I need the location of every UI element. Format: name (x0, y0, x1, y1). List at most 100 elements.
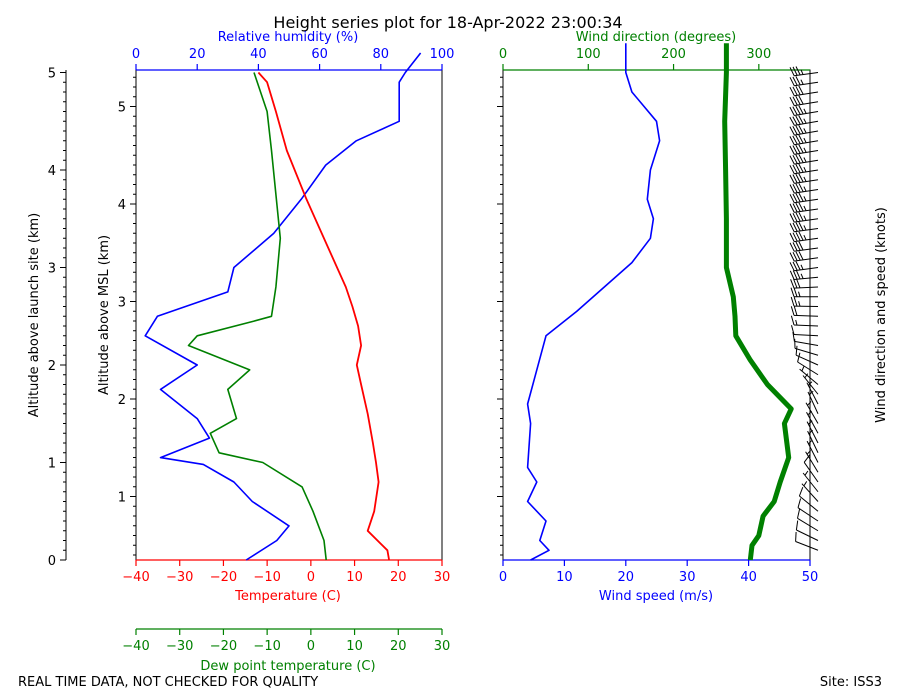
wind-barb-feather (798, 144, 804, 154)
wind-barb-shaft (794, 198, 819, 204)
wind-barb-feather (795, 222, 801, 232)
wind-barb-feather (798, 105, 804, 115)
dewpoint-axis-label: Dew point temperature (C) (200, 659, 375, 674)
wind-barb-feather (795, 95, 801, 105)
wind-barb-feather (789, 252, 795, 262)
temp-tick-label: 20 (390, 570, 407, 585)
wind-barb-shaft (794, 130, 819, 136)
wind-barb-shaft (794, 81, 819, 87)
wind-direction-line (722, 43, 794, 561)
wind-barb-feather (795, 251, 801, 261)
wind-barb-half-feather (804, 373, 809, 379)
wind-barb-feather (789, 184, 795, 194)
rh-tick-label: 80 (373, 47, 390, 62)
wind-barb-feather (789, 136, 795, 146)
wspd-axis-label: Wind speed (m/s) (599, 589, 713, 604)
wind-barb-half-feather (803, 176, 807, 182)
wind-barb-feather (789, 194, 795, 204)
wind-barb-feather (789, 213, 795, 223)
wind-barb-feather (792, 116, 798, 126)
wind-barb-feather (798, 95, 804, 105)
wind-barb-shaft (795, 354, 819, 366)
agl-tick-label: 4 (48, 164, 56, 179)
wind-barb-half-feather (795, 319, 798, 326)
wind-barb-half-feather (803, 108, 807, 114)
wind-barb-shaft (794, 267, 819, 272)
wind-barb-feather (795, 76, 801, 86)
wind-barb-feather (791, 325, 795, 335)
dewpoint-tick-label: 10 (346, 639, 363, 654)
wind-barb-feather (798, 487, 804, 497)
temperature-line (257, 71, 390, 561)
wind-barb-shaft (794, 218, 819, 223)
rh-tick-label: 100 (430, 47, 455, 62)
wind-barb-feather (795, 193, 801, 203)
wind-barb-feather (798, 183, 804, 192)
wspd-tick-label: 40 (740, 570, 757, 585)
wind-barb-half-feather (800, 264, 804, 270)
temp-tick-label: 30 (434, 570, 451, 585)
wind-barb-feather (795, 173, 801, 183)
wind-barbs (789, 66, 819, 551)
dewpoint-line (187, 72, 327, 561)
wind-barb-feather (792, 125, 798, 135)
wind-barb-feather (792, 145, 798, 155)
wind-barb-feather (792, 222, 798, 232)
wind-barb-half-feather (807, 381, 813, 386)
wind-barb-shaft (799, 368, 819, 385)
wind-barb-shaft (806, 411, 819, 434)
rh-line (144, 52, 422, 561)
wind-barb-feather (789, 223, 795, 233)
wind-barb-shaft (793, 324, 819, 327)
wind-barb-feather (790, 279, 795, 289)
wind-barb-feather (798, 153, 804, 163)
wind-barb-feather (793, 278, 798, 289)
wind-barb-feather (789, 270, 795, 280)
rh-axis-label: Relative humidity (%) (218, 30, 359, 45)
right-panel-frame (502, 69, 811, 561)
wind-barb-shaft (794, 347, 819, 356)
wind-barb-shaft (801, 483, 819, 502)
wind-barb-half-feather (803, 128, 807, 134)
wind-barb-shaft (793, 314, 819, 317)
wspd-tick-label: 30 (679, 570, 696, 585)
wind-barb-half-feather (803, 215, 807, 221)
temp-tick-label: −30 (166, 570, 193, 585)
wind-barb-feather (792, 212, 798, 222)
wind-barb-feather (798, 85, 804, 95)
wind-barb-feather (795, 241, 801, 251)
wind-barb-feather (795, 202, 801, 212)
wdir-tick-label: 200 (661, 47, 686, 62)
wspd-tick-label: 50 (802, 570, 819, 585)
wind-barb-feather (795, 183, 801, 193)
wind-barb-feather (792, 154, 798, 164)
wind-barb-feather (803, 454, 811, 463)
wind-barb-half-feather (798, 301, 801, 307)
wind-barb-shaft (802, 472, 819, 493)
wind-barb-half-feather (803, 166, 807, 173)
wind-barb-shaft (796, 529, 819, 541)
dewpoint-tick-label: −30 (166, 639, 193, 654)
wind-barb-feather (792, 164, 798, 174)
dewpoint-tick-label: −20 (210, 639, 237, 654)
agl-tick-label: 2 (48, 359, 56, 374)
wind-barb-feather (789, 203, 795, 213)
wind-barb-feather (790, 287, 795, 297)
wdir-tick-label: 300 (746, 47, 771, 62)
wind-speed-line (526, 43, 661, 561)
wind-barb-feather (790, 296, 795, 307)
left-panel-frame (135, 69, 443, 561)
wind-barb-feather (792, 174, 798, 184)
wind-barb-shaft (797, 361, 819, 376)
wind-barb-feather (795, 531, 797, 542)
dewpoint-tick-label: 20 (390, 639, 407, 654)
chart-title: Height series plot for 18-Apr-2022 23:00… (273, 13, 622, 32)
wind-barb-shaft (794, 120, 819, 126)
wind-barb-feather (798, 202, 804, 212)
wind-barb-feather (793, 287, 798, 297)
wind-barb-shaft (795, 541, 819, 551)
msl-tick-label: 4 (118, 198, 126, 213)
wind-barb-half-feather (801, 365, 805, 372)
wind-barb-feather (798, 221, 804, 231)
